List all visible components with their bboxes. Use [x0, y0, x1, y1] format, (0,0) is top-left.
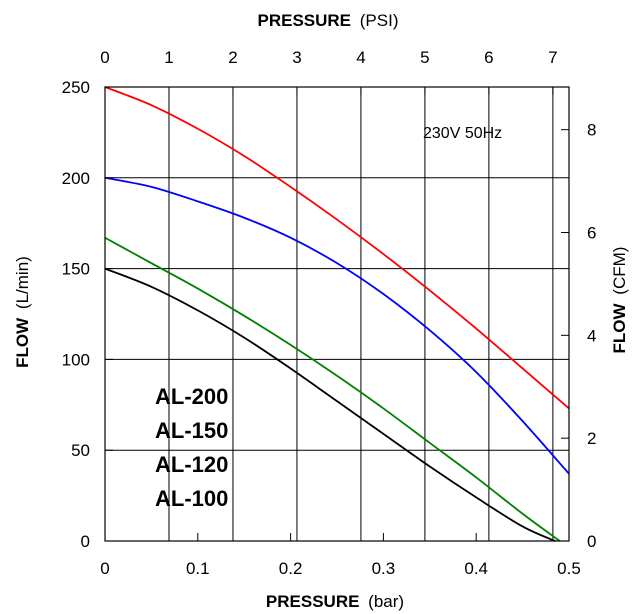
left-tick-label: 150: [62, 260, 90, 279]
top-tick-label: 7: [548, 48, 557, 67]
left-tick-label: 50: [71, 441, 90, 460]
top-tick-label: 0: [100, 48, 109, 67]
right-tick-label: 6: [587, 224, 596, 243]
tick-labels: 0 0.1 0.2 0.3 0.4 0.5 0 1 2 3 4 5 6 7 0 50 100 150 200 250 0…: [62, 48, 597, 578]
legend: AL-200 AL-150 AL-120 AL-100: [155, 384, 228, 511]
series-line-al-200: [104, 86, 570, 410]
left-axis-label-name: FLOW: [13, 317, 32, 368]
tick-marks: [104, 86, 570, 542]
bottom-tick-label: 0.4: [464, 559, 488, 578]
top-axis-label-name: PRESSURE: [258, 11, 352, 30]
series-line-al-100: [104, 267, 556, 542]
right-tick-label: 8: [587, 121, 596, 140]
right-axis-label: FLOW (CFM): [610, 247, 629, 354]
legend-entry-al-150: AL-150: [155, 418, 228, 443]
legend-entry-al-200: AL-200: [155, 384, 228, 409]
top-tick-label: 4: [356, 48, 365, 67]
bottom-tick-label: 0.2: [279, 559, 303, 578]
bottom-axis-label-name: PRESSURE: [266, 592, 360, 611]
legend-entry-al-100: AL-100: [155, 486, 228, 511]
plot-frame: [104, 86, 570, 542]
left-tick-label: 200: [62, 169, 90, 188]
series-line-al-150: [104, 176, 570, 475]
series-line-al-120: [104, 236, 561, 542]
left-axis-label-unit: (L/min): [13, 256, 32, 309]
bottom-axis-label-unit: (bar): [368, 592, 404, 611]
bottom-tick-label: 0.5: [557, 559, 581, 578]
top-axis-label-unit: (PSI): [360, 11, 399, 30]
right-tick-label: 4: [587, 326, 596, 345]
bottom-axis-label: PRESSURE (bar): [266, 592, 404, 611]
top-tick-label: 2: [228, 48, 237, 67]
top-tick-label: 3: [292, 48, 301, 67]
left-axis-label: FLOW (L/min): [13, 256, 32, 368]
top-axis-label: PRESSURE (PSI): [258, 11, 399, 30]
top-tick-label: 6: [484, 48, 493, 67]
voltage-annotation: 230V 50Hz: [423, 125, 502, 142]
series-curves: [104, 86, 570, 542]
right-axis-label-unit: (CFM): [610, 247, 629, 295]
grid-lines: [105, 87, 569, 541]
right-tick-label: 2: [587, 429, 596, 448]
top-tick-label: 1: [164, 48, 173, 67]
left-tick-label: 250: [62, 78, 90, 97]
left-tick-label: 100: [62, 350, 90, 369]
left-tick-label: 0: [81, 532, 90, 551]
right-axis-label-name: FLOW: [610, 302, 629, 353]
bottom-tick-label: 0.3: [372, 559, 396, 578]
legend-entry-al-120: AL-120: [155, 452, 228, 477]
bottom-tick-label: 0.1: [186, 559, 210, 578]
top-tick-label: 5: [420, 48, 429, 67]
right-tick-label: 0: [587, 532, 596, 551]
bottom-tick-label: 0: [100, 559, 109, 578]
